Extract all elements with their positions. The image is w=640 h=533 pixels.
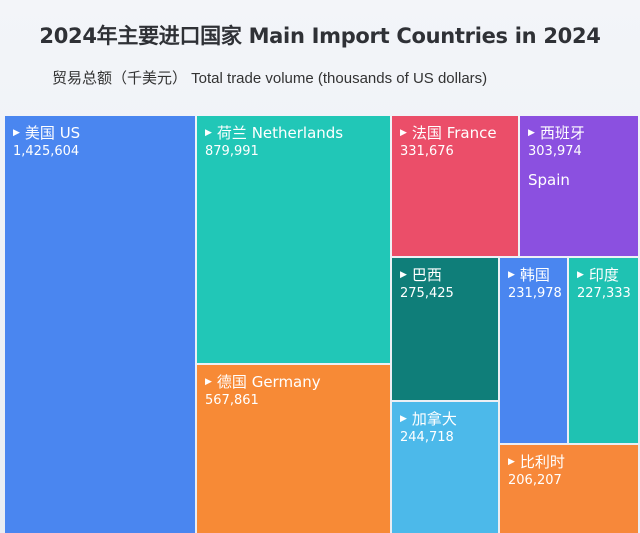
cell-label: 加拿大 <box>400 408 490 429</box>
cell-label: 法国 France <box>400 122 510 143</box>
cell-label: 德国 Germany <box>205 371 382 392</box>
cell-label: 巴西 <box>400 264 490 285</box>
cell-label: 美国 US <box>13 122 187 143</box>
cell-value: 206,207 <box>508 473 562 488</box>
cell-label: 比利时 <box>508 451 630 472</box>
cell-value: 879,991 <box>205 144 259 159</box>
cell-label-english: Spain <box>528 171 570 189</box>
cell-value: 331,676 <box>400 144 454 159</box>
chart-subtitle: 贸易总额（千美元） Total trade volume (thousands … <box>52 70 488 87</box>
treemap-cell[interactable]: 美国 US1,425,604 <box>5 116 195 533</box>
cell-value: 1,425,604 <box>13 144 80 159</box>
cell-value: 231,978 <box>508 286 562 301</box>
cell-label: 荷兰 Netherlands <box>205 122 382 143</box>
cell-value: 244,718 <box>400 430 454 445</box>
cell-value: 275,425 <box>400 286 454 301</box>
cell-value: 303,974 <box>528 144 582 159</box>
cell-label: 韩国 <box>508 264 559 285</box>
cell-label: 西班牙 <box>528 122 630 143</box>
chart-title: 2024年主要进口国家 Main Import Countries in 202… <box>39 24 601 48</box>
cell-value: 567,861 <box>205 393 259 408</box>
cell-label: 印度 <box>577 264 630 285</box>
cell-value: 227,333 <box>577 286 631 301</box>
